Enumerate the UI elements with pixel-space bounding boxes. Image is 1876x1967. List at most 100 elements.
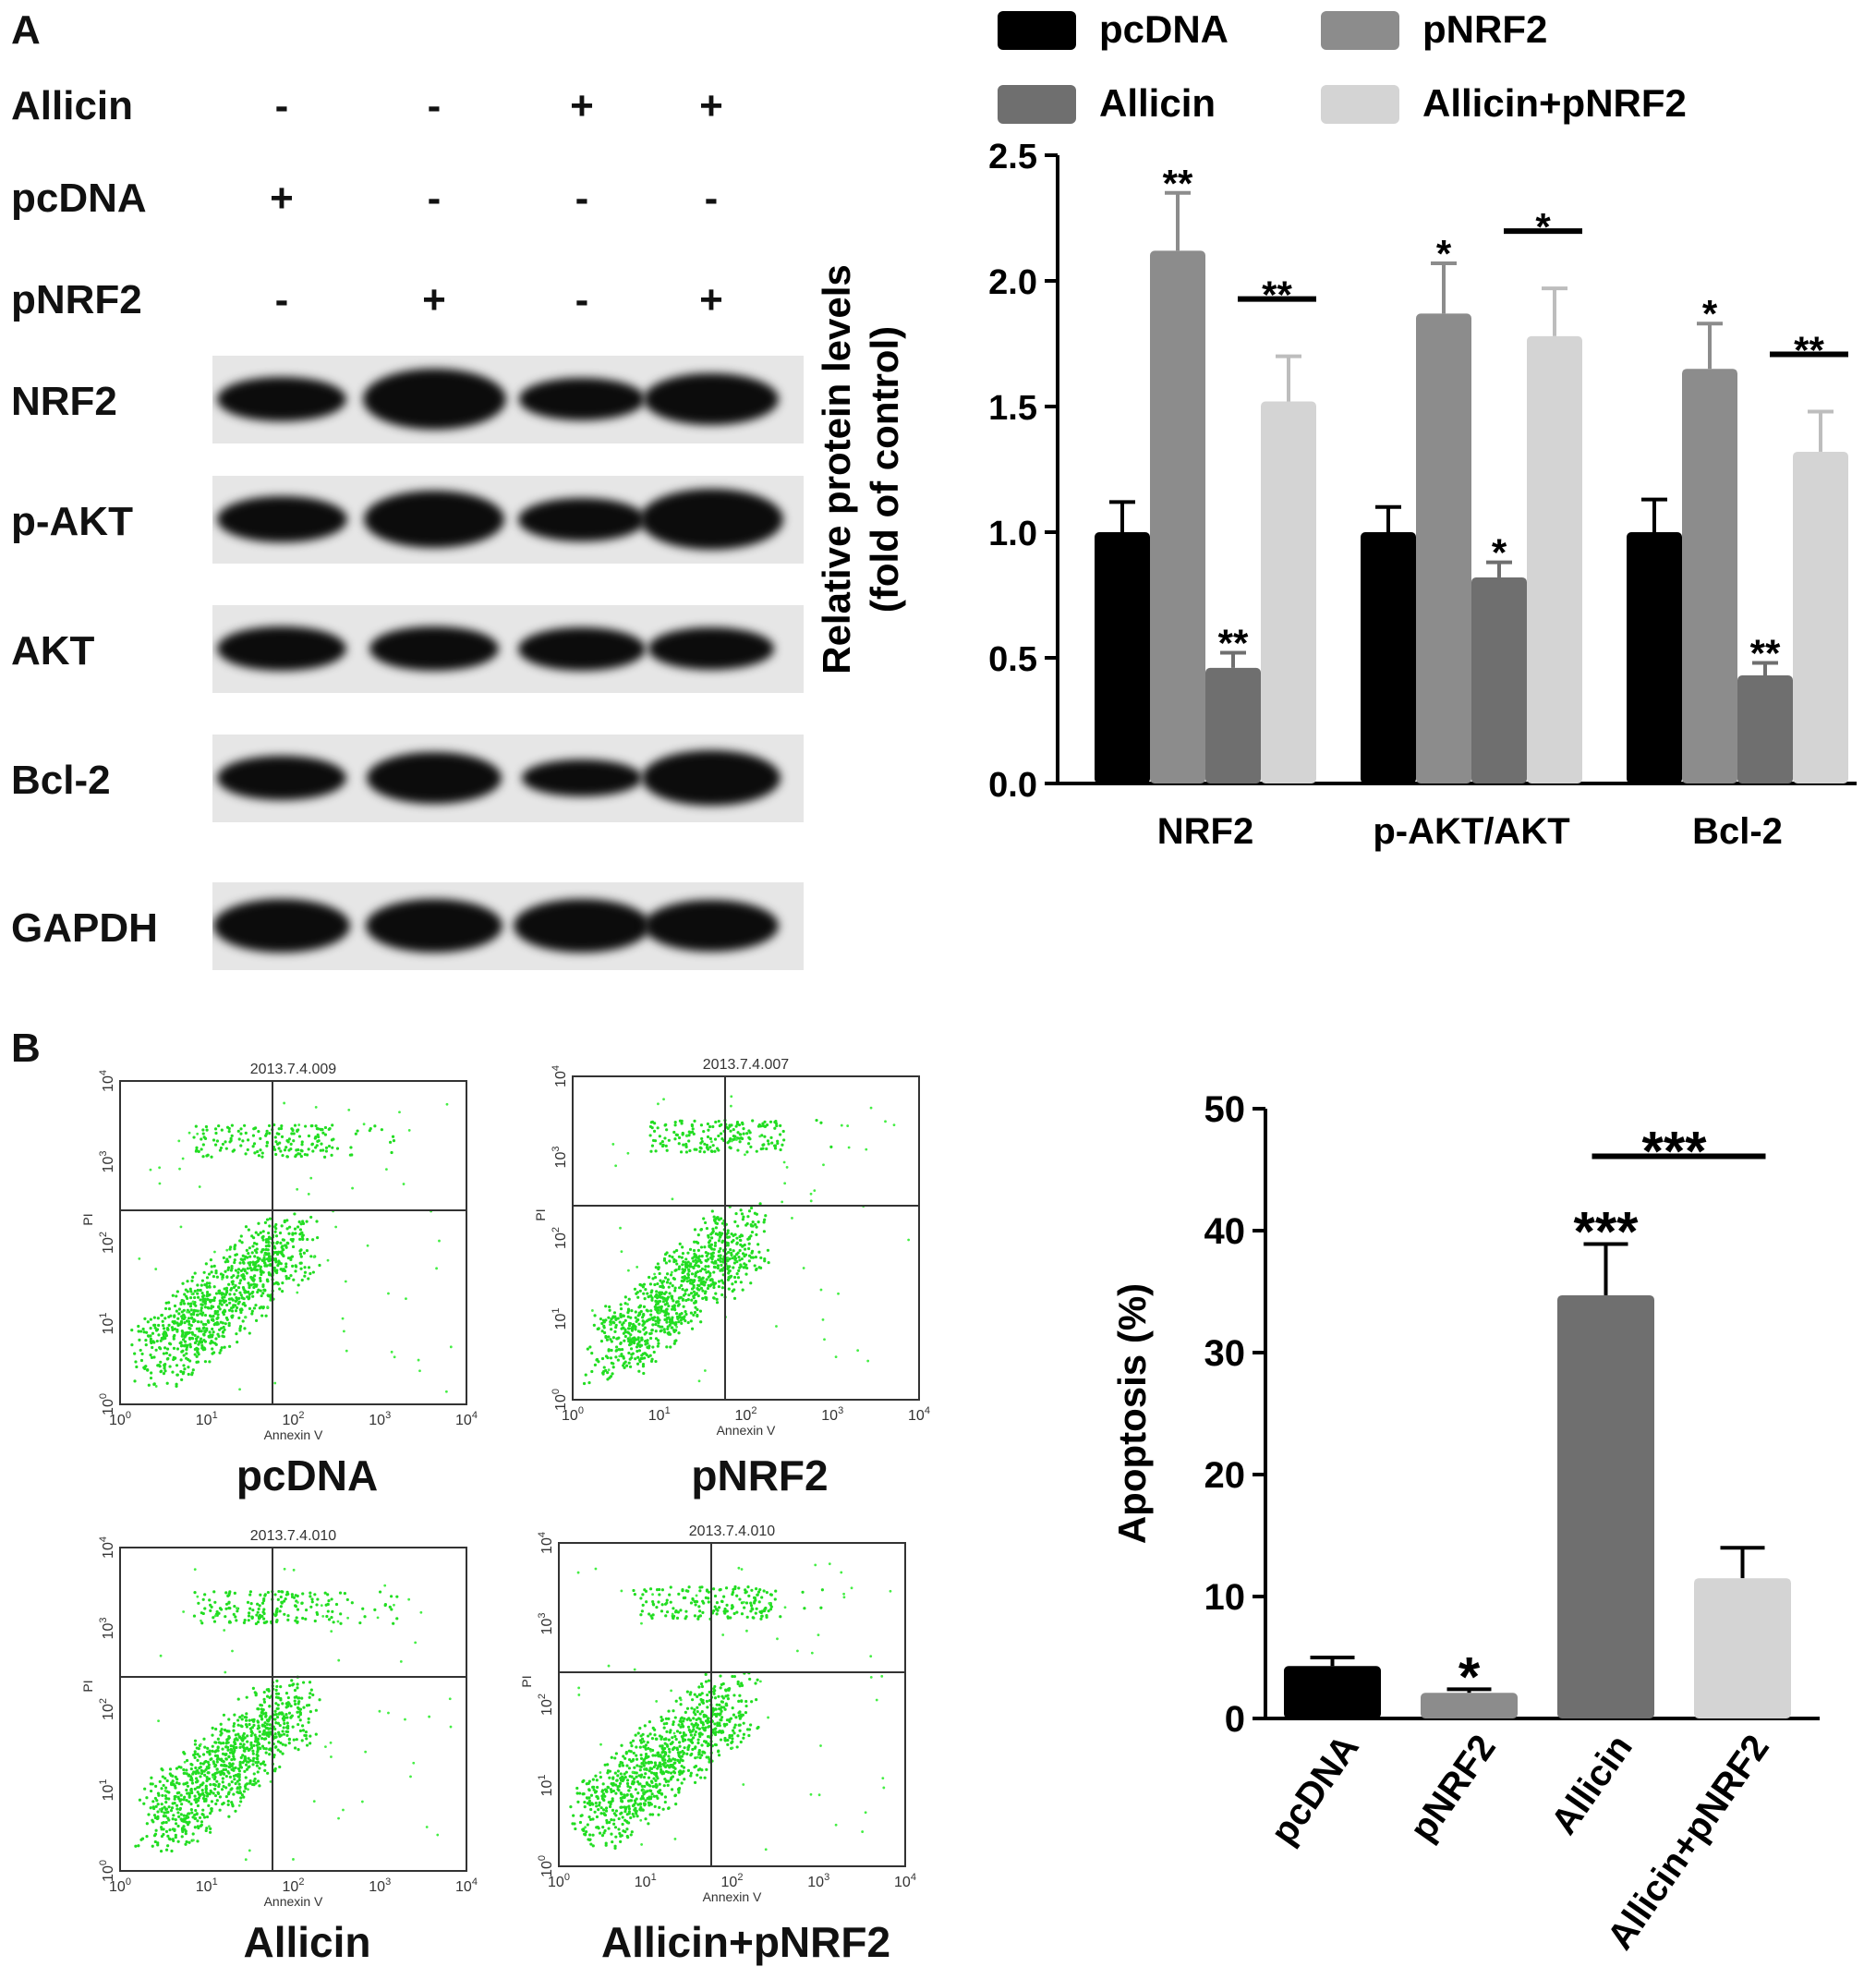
flow-point	[743, 1255, 746, 1258]
flow-point	[174, 1775, 177, 1779]
flow-point	[245, 1782, 249, 1786]
flow-point	[300, 1739, 304, 1742]
flow-point	[200, 1279, 205, 1282]
flow-point	[236, 1270, 240, 1274]
flow-point	[589, 1842, 593, 1846]
flow-point	[281, 1154, 284, 1158]
flow-point	[705, 1588, 709, 1592]
flow-point	[667, 1747, 672, 1751]
flow-point	[649, 1313, 653, 1317]
flow-point	[715, 1301, 720, 1305]
flow-point	[674, 1609, 678, 1613]
flow-point	[227, 1600, 231, 1604]
flow-point	[638, 1358, 642, 1362]
flow-point	[658, 1593, 661, 1597]
flow-point	[663, 1795, 668, 1799]
flow-tick-exponent: 2	[737, 1872, 743, 1883]
flow-point	[617, 1336, 621, 1340]
flow-point	[290, 1679, 294, 1682]
flow-point	[294, 1605, 298, 1609]
flow-point	[188, 1342, 192, 1346]
flow-point	[179, 1302, 183, 1306]
flow-point	[665, 1281, 670, 1284]
flow-point	[287, 1232, 291, 1235]
flow-point	[341, 1317, 345, 1320]
flow-point	[177, 1307, 181, 1311]
flow-point	[666, 1327, 670, 1330]
flow-point	[276, 1721, 280, 1725]
flow-point	[741, 1252, 745, 1256]
flow-point	[176, 1795, 180, 1799]
flow-point	[666, 1325, 670, 1329]
flow-point	[673, 1286, 677, 1290]
flow-point	[658, 1734, 662, 1738]
flow-point	[659, 1291, 662, 1294]
flow-point	[232, 1768, 236, 1772]
flow-point	[623, 1295, 627, 1299]
flow-point	[672, 1329, 676, 1332]
flow-point	[193, 1353, 197, 1356]
flow-point	[750, 1607, 754, 1610]
flow-point	[696, 1293, 700, 1298]
y-tick-label: 1.5	[988, 389, 1037, 428]
flow-point	[692, 1266, 696, 1270]
flow-point	[747, 1242, 751, 1245]
flow-point	[704, 1251, 708, 1255]
flow-point	[664, 1614, 668, 1618]
flow-tick-exponent: 1	[98, 1779, 109, 1785]
flow-point	[378, 1590, 382, 1594]
flow-point	[714, 1292, 718, 1295]
flow-point	[739, 1740, 743, 1744]
flow-point	[208, 1360, 212, 1364]
flow-point	[828, 1562, 831, 1566]
flow-point	[760, 1614, 764, 1618]
flow-point	[618, 1781, 623, 1785]
flow-point	[275, 1607, 279, 1610]
flow-point	[706, 1717, 710, 1720]
flow-tick-exponent: 3	[537, 1613, 548, 1619]
flow-point	[223, 1328, 226, 1331]
flow-point	[202, 1793, 206, 1798]
flow-point	[193, 1755, 197, 1759]
flow-point	[694, 1603, 697, 1607]
flow-point	[234, 1269, 238, 1272]
flow-point	[643, 1724, 647, 1728]
flow-point	[220, 1771, 224, 1775]
flow-point	[300, 1140, 304, 1144]
flow-point	[209, 1342, 212, 1345]
flow-point	[179, 1321, 183, 1325]
flow-point	[699, 1320, 703, 1324]
flow-point	[145, 1835, 149, 1839]
flow-point	[237, 1769, 241, 1773]
flow-point	[146, 1320, 150, 1324]
flow-point	[733, 1232, 737, 1236]
flow-point	[208, 1285, 212, 1289]
flow-point	[682, 1751, 686, 1755]
flow-point	[158, 1808, 162, 1811]
flow-point	[687, 1717, 691, 1720]
flow-point	[224, 1316, 229, 1320]
flow-point	[206, 1297, 210, 1301]
flow-point	[635, 1815, 639, 1818]
flow-point	[707, 1147, 710, 1151]
flow-point	[249, 1733, 253, 1738]
flow-point	[290, 1593, 294, 1597]
flow-point	[279, 1149, 283, 1153]
flow-point	[724, 1586, 729, 1590]
flow-point	[229, 1744, 233, 1748]
flow-point	[291, 1245, 296, 1249]
flow-point	[656, 1796, 660, 1800]
flow-point	[729, 1146, 732, 1150]
flow-point	[681, 1132, 684, 1135]
flow-point	[172, 1346, 176, 1350]
flow-point	[700, 1255, 704, 1258]
flow-point	[213, 1600, 217, 1604]
flow-point	[239, 1796, 243, 1800]
blot-band	[642, 749, 781, 807]
flow-point	[412, 1761, 416, 1765]
flow-point	[256, 1750, 260, 1754]
flow-point	[212, 1330, 215, 1334]
flow-point	[200, 1789, 204, 1792]
flow-point	[690, 1272, 695, 1276]
flow-point	[425, 1826, 429, 1828]
